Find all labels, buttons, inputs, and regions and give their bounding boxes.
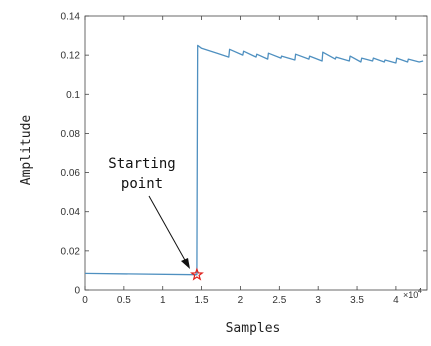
annotation-arrow-line — [148, 195, 187, 263]
x-tick-label: 4 — [393, 295, 399, 306]
y-tick-label: 0 — [74, 286, 80, 297]
x-tick-label: 0.5 — [117, 295, 131, 306]
y-tick-label: 0.08 — [61, 129, 81, 140]
x-tick-label: 2.5 — [272, 295, 286, 306]
y-axis-label: Amplitude — [19, 115, 34, 186]
y-axis-ticks: 0 0.02 0.04 0.06 0.08 0.1 0.12 0.14 — [61, 12, 427, 297]
series-group — [84, 44, 424, 276]
marker-group — [190, 267, 204, 281]
series-line — [84, 44, 424, 276]
starting-point-marker — [190, 267, 204, 281]
y-tick-label: 0.14 — [61, 12, 81, 23]
x-tick-label: 1 — [160, 295, 166, 306]
x-multiplier-exponent: 4 — [418, 288, 422, 295]
x-tick-label: 0 — [82, 295, 88, 306]
y-tick-label: 0.12 — [61, 51, 81, 62]
y-tick-label: 0.1 — [66, 90, 80, 101]
x-multiplier-label: ×10 — [403, 290, 418, 300]
x-tick-label: 3.5 — [350, 295, 364, 306]
annotation-arrow-head — [181, 258, 190, 269]
x-axis-ticks: 0 0.5 1 1.5 2 2.5 3 3.5 4 — [82, 16, 399, 306]
x-axis-label: Samples — [226, 321, 281, 336]
annotation-line-1: Starting — [108, 156, 175, 172]
y-tick-label: 0.04 — [61, 207, 81, 218]
x-tick-label: 2 — [238, 295, 244, 306]
y-tick-label: 0.02 — [61, 246, 81, 257]
annotation-line-2: point — [121, 176, 163, 192]
plot-area — [84, 15, 428, 291]
y-tick-label: 0.06 — [61, 168, 81, 179]
x-tick-label: 1.5 — [195, 295, 209, 306]
x-tick-label: 3 — [315, 295, 321, 306]
